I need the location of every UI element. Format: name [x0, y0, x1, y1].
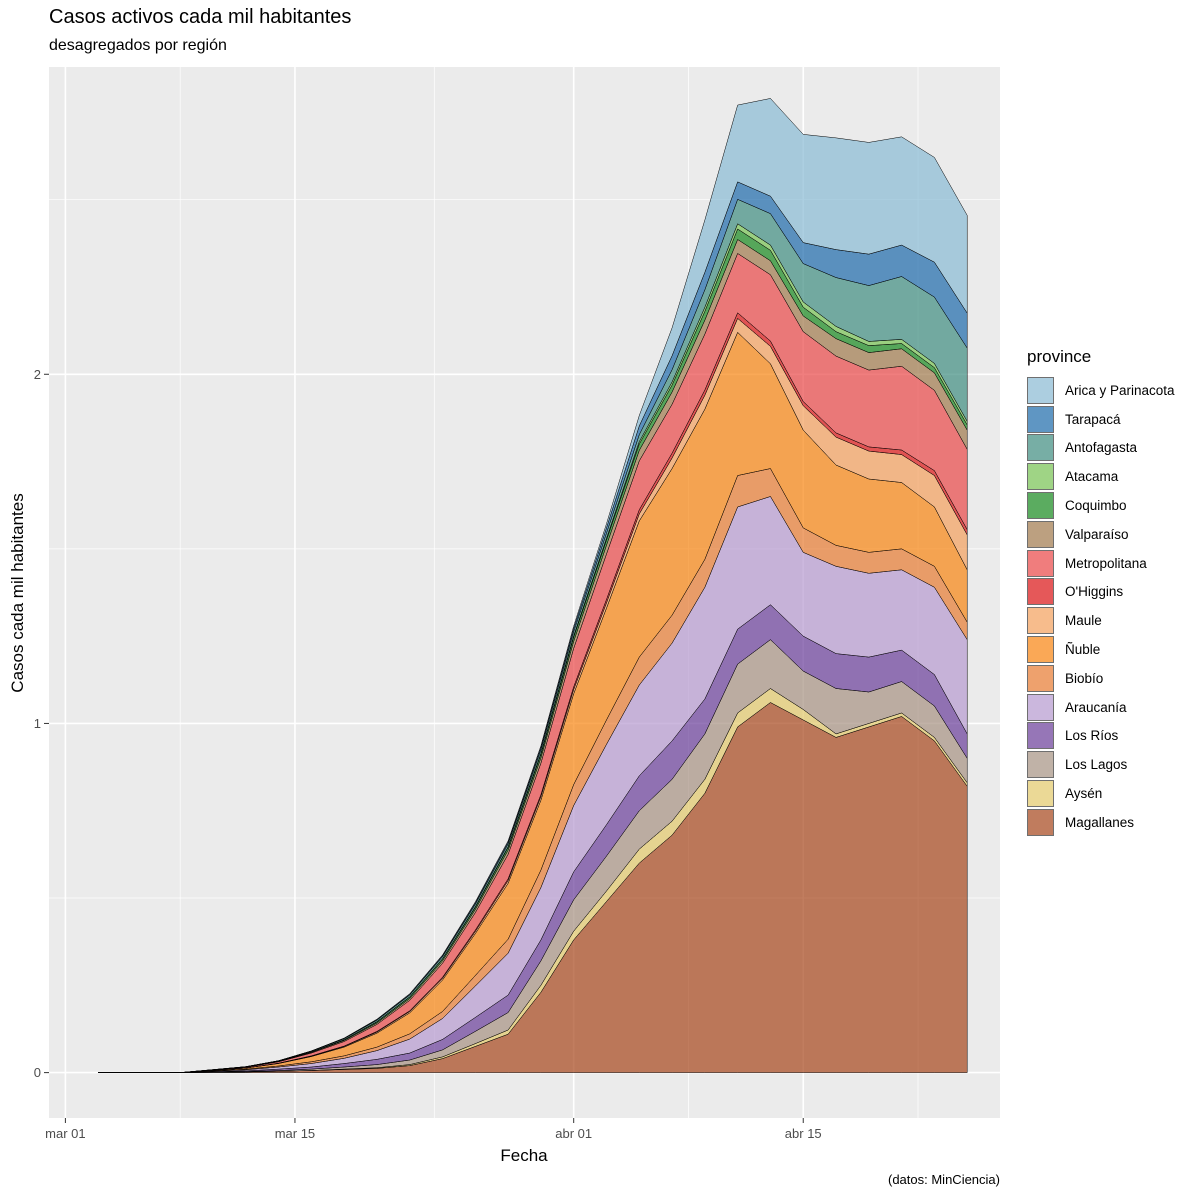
- area-arica-y-parinacota: [97, 98, 968, 1073]
- legend-item: Los Lagos: [1027, 750, 1175, 779]
- legend-item: Arica y Parinacota: [1027, 376, 1175, 405]
- legend-items: Arica y Parinacota Tarapacá Antofagasta Ata…: [1027, 376, 1175, 837]
- axes: mar 01 mar 15 abr 01 abr 15 0 1 2: [34, 367, 822, 1141]
- legend-label: Coquimbo: [1065, 498, 1127, 514]
- legend-label: Metropolitana: [1065, 555, 1147, 571]
- legend-item: Araucanía: [1027, 693, 1175, 722]
- legend-item: Los Ríos: [1027, 722, 1175, 751]
- legend-item: Coquimbo: [1027, 491, 1175, 520]
- legend-title: province: [1027, 347, 1092, 366]
- x-tick-label: abr 01: [555, 1126, 592, 1141]
- legend-key: [1027, 722, 1054, 750]
- x-tick-label: mar 15: [275, 1126, 315, 1141]
- y-tick-label: 1: [34, 716, 41, 731]
- legend-label: Los Lagos: [1065, 757, 1128, 773]
- legend-label: Tarapacá: [1065, 411, 1121, 427]
- legend-key: [1027, 376, 1054, 404]
- legend: province Arica y Parinacota Tarapacá Antof…: [1027, 347, 1175, 837]
- legend-item: Antofagasta: [1027, 434, 1175, 463]
- legend-item: Tarapacá: [1027, 405, 1175, 434]
- x-tick-label: abr 15: [785, 1126, 822, 1141]
- legend-key: [1027, 607, 1054, 635]
- legend-key: [1027, 636, 1054, 664]
- x-tick-label: mar 01: [45, 1126, 85, 1141]
- legend-key: [1027, 405, 1054, 433]
- legend-label: Aysén: [1065, 786, 1103, 802]
- legend-key: [1027, 751, 1054, 779]
- legend-label: O'Higgins: [1065, 584, 1124, 600]
- stacked-areas: [97, 98, 968, 1073]
- legend-item: Ñuble: [1027, 635, 1175, 664]
- legend-label: Magallanes: [1065, 814, 1135, 830]
- x-axis-title: Fecha: [500, 1146, 548, 1165]
- legend-key: [1027, 434, 1054, 462]
- legend-label: Arica y Parinacota: [1065, 382, 1175, 398]
- legend-label: Ñuble: [1065, 642, 1101, 658]
- legend-label: Antofagasta: [1065, 440, 1138, 456]
- chart-caption: (datos: MinCiencia): [888, 1172, 1000, 1187]
- legend-key: [1027, 808, 1054, 836]
- legend-item: Metropolitana: [1027, 549, 1175, 578]
- legend-item: Magallanes: [1027, 808, 1175, 837]
- legend-item: Aysén: [1027, 779, 1175, 808]
- legend-label: Maule: [1065, 613, 1102, 629]
- legend-key: [1027, 780, 1054, 808]
- y-tick-label: 2: [34, 367, 41, 382]
- legend-label: Biobío: [1065, 670, 1104, 686]
- legend-key: [1027, 520, 1054, 548]
- legend-item: Maule: [1027, 606, 1175, 635]
- legend-key: [1027, 463, 1054, 491]
- legend-key: [1027, 578, 1054, 606]
- legend-key: [1027, 693, 1054, 721]
- legend-item: Valparaíso: [1027, 520, 1175, 549]
- legend-label: Atacama: [1065, 469, 1119, 485]
- y-axis-title: Casos cada mil habitantes: [8, 493, 27, 692]
- legend-key: [1027, 664, 1054, 692]
- legend-label: Los Ríos: [1065, 728, 1119, 744]
- legend-item: Biobío: [1027, 664, 1175, 693]
- legend-item: Atacama: [1027, 462, 1175, 491]
- y-tick-label: 0: [34, 1065, 41, 1080]
- legend-key: [1027, 492, 1054, 520]
- legend-item: O'Higgins: [1027, 578, 1175, 607]
- legend-label: Valparaíso: [1065, 526, 1129, 542]
- chart-subtitle: desagregados por región: [49, 37, 227, 54]
- legend-label: Araucanía: [1065, 699, 1127, 715]
- chart-title: Casos activos cada mil habitantes: [49, 6, 352, 28]
- legend-key: [1027, 549, 1054, 577]
